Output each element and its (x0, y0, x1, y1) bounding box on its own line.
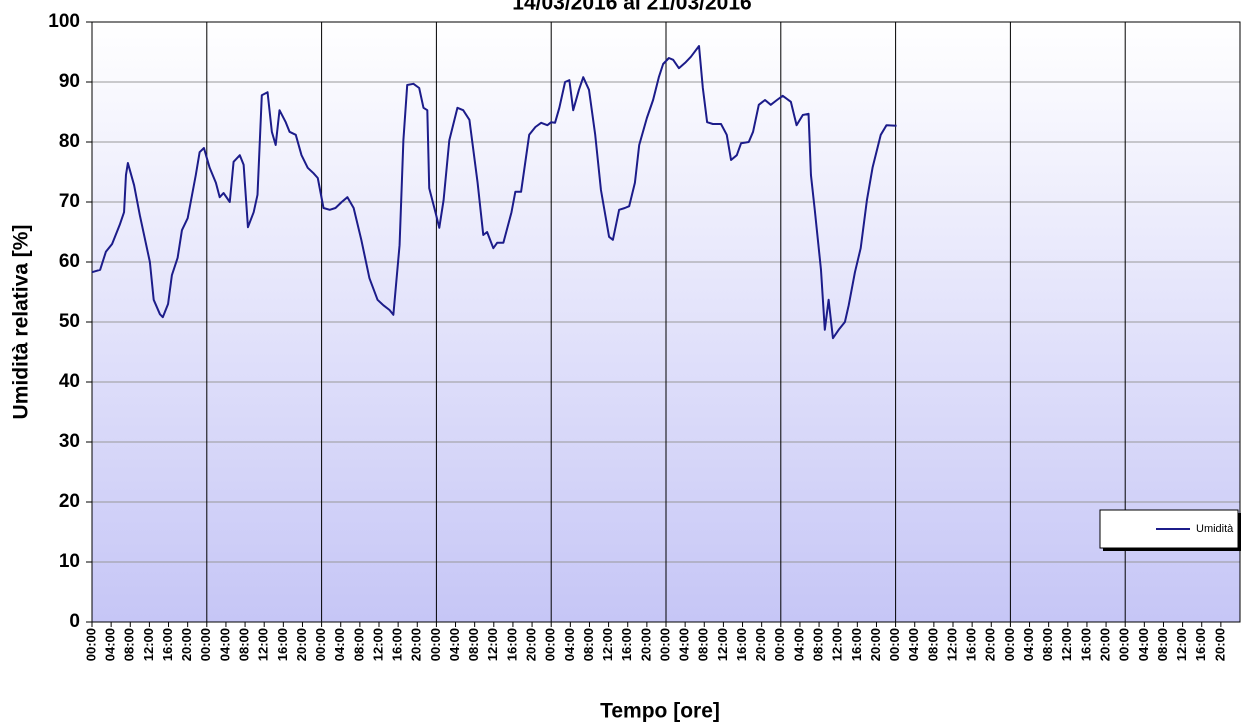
x-tick-label: 16:00 (619, 628, 634, 661)
x-tick-label: 04:00 (677, 628, 692, 661)
x-tick-label: 12:00 (1174, 628, 1189, 661)
x-tick-label: 12:00 (141, 628, 156, 661)
x-tick-label: 12:00 (830, 628, 845, 661)
x-tick-label: 08:00 (925, 628, 940, 661)
x-tick-label: 08:00 (581, 628, 596, 661)
legend: Umidità (1099, 509, 1241, 551)
x-tick-label: 04:00 (332, 628, 347, 661)
x-tick-label: 16:00 (734, 628, 749, 661)
x-tick-label: 20:00 (524, 628, 539, 661)
x-tick-label: 16:00 (160, 628, 175, 661)
x-tick-label: 00:00 (1002, 628, 1017, 661)
x-tick-label: 20:00 (753, 628, 768, 661)
x-axis-label: Tempo [ore] (600, 700, 720, 723)
x-tick-label: 20:00 (1098, 628, 1113, 661)
x-tick-label: 08:00 (1040, 628, 1055, 661)
x-tick-label: 04:00 (791, 628, 806, 661)
x-tick-label: 16:00 (849, 628, 864, 661)
x-tick-label: 00:00 (657, 628, 672, 661)
x-tick-label: 12:00 (370, 628, 385, 661)
x-tick-label: 08:00 (237, 628, 252, 661)
x-tick-label: 04:00 (447, 628, 462, 661)
x-tick-label: 20:00 (868, 628, 883, 661)
x-tick-label: 08:00 (351, 628, 366, 661)
x-tick-label: 16:00 (504, 628, 519, 661)
y-tick-label: 0 (69, 611, 80, 632)
x-tick-label: 12:00 (256, 628, 271, 661)
x-tick-label: 00:00 (543, 628, 558, 661)
legend-label: Umidità (1196, 523, 1234, 535)
y-tick-label: 90 (59, 71, 80, 92)
x-tick-label: 00:00 (428, 628, 443, 661)
y-axis-label: Umidità relativa [%] (10, 225, 33, 420)
y-tick-label: 50 (59, 311, 80, 332)
x-tick-label: 20:00 (638, 628, 653, 661)
x-tick-label: 12:00 (944, 628, 959, 661)
y-tick-label: 100 (48, 11, 80, 32)
x-tick-label: 12:00 (600, 628, 615, 661)
x-tick-label: 00:00 (772, 628, 787, 661)
y-tick-label: 20 (59, 491, 80, 512)
x-tick-label: 20:00 (294, 628, 309, 661)
y-tick-label: 70 (59, 191, 80, 212)
ticks: 0 10 20 30 40 50 60 70 80 90 100 00:00 04:00 08:00 12:… (48, 11, 1227, 661)
x-tick-label: 20:00 (179, 628, 194, 661)
x-tick-label: 16:00 (964, 628, 979, 661)
x-tick-label: 08:00 (122, 628, 137, 661)
x-tick-label: 16:00 (1078, 628, 1093, 661)
x-tick-label: 08:00 (811, 628, 826, 661)
x-tick-label: 12:00 (1059, 628, 1074, 661)
x-tick-label: 20:00 (409, 628, 424, 661)
x-tick-label: 04:00 (562, 628, 577, 661)
y-tick-label: 60 (59, 251, 80, 272)
x-tick-label: 04:00 (1136, 628, 1151, 661)
y-tick-label: 80 (59, 131, 80, 152)
x-tick-label: 08:00 (466, 628, 481, 661)
x-tick-label: 20:00 (983, 628, 998, 661)
x-tick-label: 04:00 (103, 628, 118, 661)
y-tick-label: 40 (59, 371, 80, 392)
x-tick-label: 16:00 (1193, 628, 1208, 661)
x-tick-label: 16:00 (275, 628, 290, 661)
x-tick-label: 00:00 (313, 628, 328, 661)
x-tick-label: 08:00 (1155, 628, 1170, 661)
x-tick-label: 04:00 (217, 628, 232, 661)
x-tick-label: 08:00 (696, 628, 711, 661)
x-tick-label: 00:00 (83, 628, 98, 661)
x-tick-label: 12:00 (485, 628, 500, 661)
x-tick-label: 20:00 (1212, 628, 1227, 661)
grid (91, 21, 1241, 623)
y-tick-label: 30 (59, 431, 80, 452)
x-tick-label: 16:00 (390, 628, 405, 661)
y-tick-label: 10 (59, 551, 80, 572)
x-tick-label: 00:00 (198, 628, 213, 661)
x-tick-label: 04:00 (906, 628, 921, 661)
x-tick-label: 00:00 (887, 628, 902, 661)
x-tick-label: 00:00 (1117, 628, 1132, 661)
marks (91, 45, 897, 340)
chart-title: 14/03/2016 al 21/03/2016 (512, 0, 751, 15)
data-line (91, 45, 897, 340)
x-tick-label: 12:00 (715, 628, 730, 661)
x-tick-label: 04:00 (1021, 628, 1036, 661)
